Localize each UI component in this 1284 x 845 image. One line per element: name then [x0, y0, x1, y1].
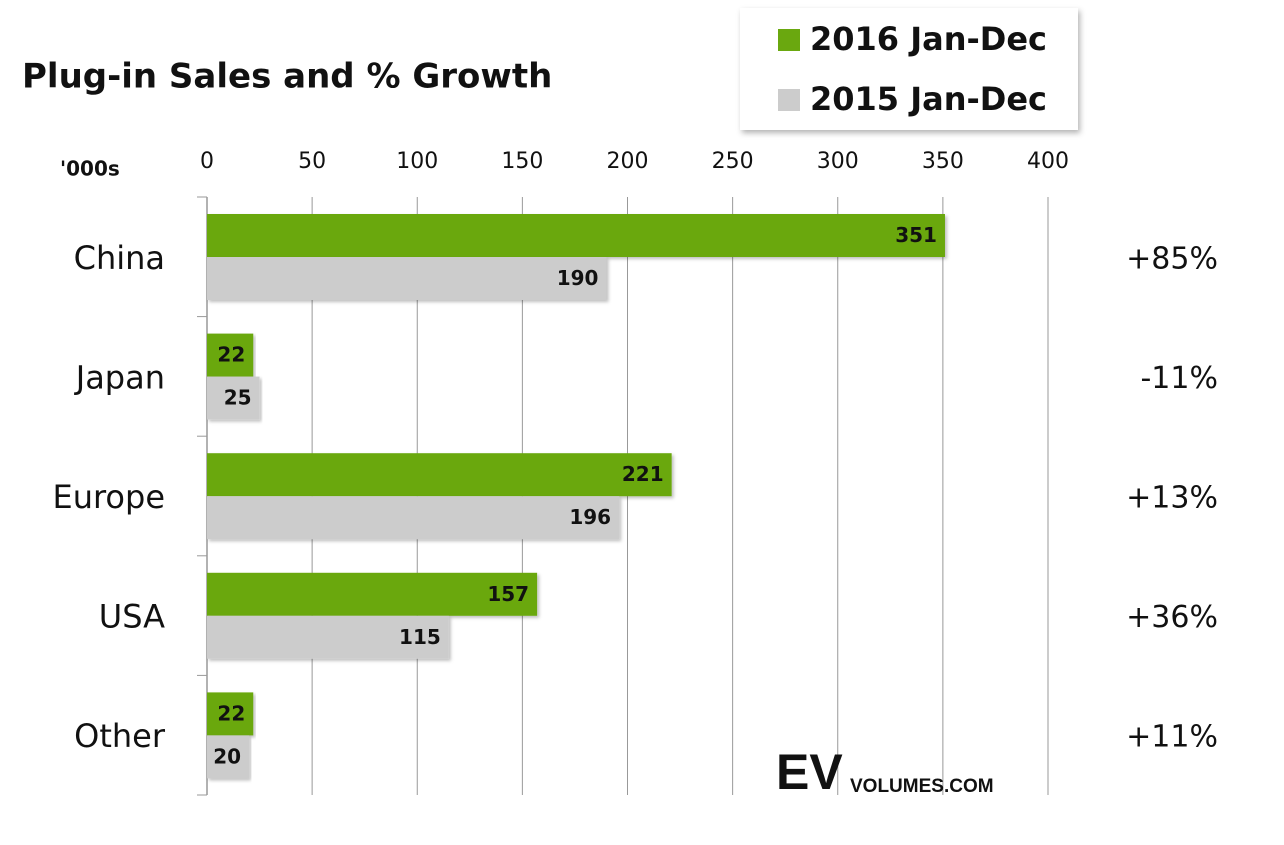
growth-label: +11%	[1126, 720, 1218, 755]
x-tick-label: 400	[1027, 149, 1069, 174]
data-label: 22	[217, 701, 245, 725]
y-tick-label: Japan	[74, 358, 165, 396]
logo-mark: EV	[776, 744, 843, 800]
data-label: 221	[622, 462, 664, 486]
bar	[207, 692, 254, 736]
logo-text: VOLUMES.COM	[850, 776, 994, 797]
x-tick-label: 250	[712, 149, 754, 174]
legend-swatch	[778, 89, 800, 111]
growth-label: -11%	[1140, 361, 1218, 396]
x-tick-label: 300	[817, 149, 859, 174]
bar	[207, 376, 260, 420]
bar	[207, 214, 945, 257]
bar	[207, 257, 607, 300]
bar	[207, 572, 538, 616]
bar	[207, 453, 672, 497]
x-tick-label: 150	[501, 149, 543, 174]
data-label: 190	[557, 266, 599, 290]
x-tick-label: 0	[200, 149, 214, 174]
y-tick-label: USA	[99, 598, 165, 636]
x-tick-label: 350	[922, 149, 964, 174]
legend-swatch	[778, 29, 800, 51]
chart-title: Plug-in Sales and % Growth	[22, 57, 552, 97]
data-label: 22	[217, 343, 245, 367]
x-tick-label: 100	[396, 149, 438, 174]
y-tick-label: Europe	[52, 478, 165, 516]
bar	[207, 496, 620, 540]
data-label: 25	[224, 386, 252, 410]
growth-label: +85%	[1126, 241, 1218, 276]
bar	[207, 735, 250, 779]
data-label: 196	[569, 505, 611, 529]
data-label: 115	[399, 625, 441, 649]
growth-label: +36%	[1126, 600, 1218, 635]
growth-label: +13%	[1126, 481, 1218, 516]
data-label: 20	[213, 744, 241, 768]
x-tick-label: 50	[298, 149, 326, 174]
unit-label: '000s	[60, 157, 120, 181]
y-tick-label: Other	[74, 717, 166, 755]
bar	[207, 615, 449, 659]
data-label: 351	[895, 223, 937, 247]
y-tick-label: China	[74, 239, 165, 277]
legend-label: 2016 Jan-Dec	[810, 20, 1047, 58]
x-tick-label: 200	[607, 149, 649, 174]
bar	[207, 333, 254, 377]
legend-label: 2015 Jan-Dec	[810, 80, 1047, 118]
data-label: 157	[487, 582, 529, 606]
